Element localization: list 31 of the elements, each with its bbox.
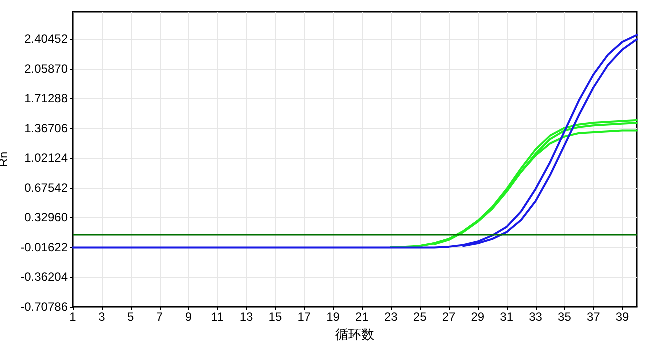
x-tick-label: 25 (413, 310, 428, 324)
x-tick-label: 5 (128, 310, 134, 324)
x-tick-label: 37 (586, 310, 601, 324)
x-tick-label: 33 (529, 310, 543, 324)
x-tick-label: 31 (500, 310, 514, 324)
y-tick-label: 0.67542 (24, 180, 68, 195)
x-tick-label: 19 (326, 310, 340, 324)
x-tick-label: 15 (268, 310, 282, 324)
x-tick-label: 1 (70, 310, 77, 324)
y-tick-label: -0.70786 (20, 300, 68, 314)
x-tick-label: 13 (240, 310, 254, 324)
y-tick-label: 0.32960 (24, 210, 68, 225)
x-tick-label: 39 (616, 310, 630, 324)
y-tick-label: -0.36204 (20, 270, 68, 284)
x-axis-title: 循环数 (336, 326, 374, 342)
x-tick-label: 29 (471, 310, 485, 324)
x-tick-label: 27 (442, 310, 456, 324)
y-tick-label: 1.71288 (24, 92, 68, 106)
x-tick-label: 17 (298, 310, 312, 324)
y-tick-label: 2.40452 (24, 32, 68, 46)
x-tick-label: 3 (98, 310, 106, 324)
y-tick-label: 1.02124 (24, 151, 68, 166)
x-tick-label: 7 (156, 310, 164, 324)
x-tick-label: 35 (558, 310, 572, 324)
y-tick-label: 1.36706 (24, 121, 68, 136)
x-tick-label: 11 (211, 310, 224, 324)
y-tick-label: -0.01622 (20, 240, 68, 254)
x-tick-label: 21 (356, 310, 370, 324)
x-tick-label: 23 (384, 310, 398, 324)
y-tick-label: 2.05870 (24, 62, 68, 76)
x-tick-label: 9 (185, 310, 192, 324)
